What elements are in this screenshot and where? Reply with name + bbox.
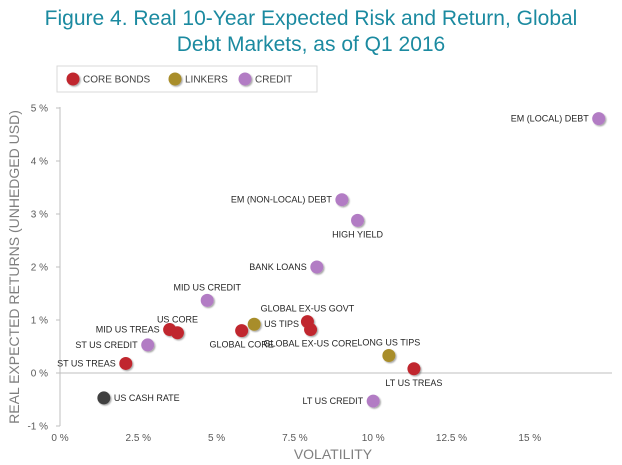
y-tick-label: 3 % bbox=[31, 210, 48, 221]
legend-label: CREDIT bbox=[255, 75, 292, 86]
legend-label: LINKERS bbox=[185, 75, 228, 86]
x-tick-label: 7.5 % bbox=[282, 433, 308, 444]
legend: CORE BONDS LINKERS CREDIT bbox=[56, 65, 318, 93]
data-point-label: ST US CREDIT bbox=[75, 340, 138, 350]
data-point-label: US TIPS bbox=[264, 319, 299, 329]
legend-box bbox=[56, 65, 318, 93]
data-point bbox=[407, 362, 421, 376]
x-tick-label: 12.5 % bbox=[436, 433, 467, 444]
data-point-label: MID US CREDIT bbox=[173, 282, 241, 292]
legend-label: CORE BONDS bbox=[83, 75, 151, 86]
x-axis-label: VOLATILITY bbox=[294, 446, 373, 462]
data-point bbox=[592, 112, 606, 126]
y-tick-label: 4 % bbox=[31, 157, 48, 168]
x-tick-label: 2.5 % bbox=[126, 433, 152, 444]
data-point-label: BANK LOANS bbox=[249, 262, 307, 272]
y-tick-label: 1 % bbox=[31, 316, 48, 327]
x-tick-label: 15 % bbox=[518, 433, 541, 444]
data-point-label: HIGH YIELD bbox=[332, 229, 383, 239]
data-point bbox=[382, 349, 396, 363]
data-point-label: LONG US TIPS bbox=[357, 338, 420, 348]
chart-title-line-2: Debt Markets, as of Q1 2016 bbox=[176, 33, 446, 56]
data-point-label: US CORE bbox=[157, 315, 198, 325]
data-point bbox=[335, 193, 349, 207]
legend-marker bbox=[66, 72, 80, 86]
y-tick-label: 2 % bbox=[31, 263, 48, 274]
data-point bbox=[200, 293, 214, 307]
data-point-label: LT US CREDIT bbox=[303, 396, 364, 406]
data-point-label: GLOBAL EX-US GOVT bbox=[261, 304, 355, 314]
y-axis-label: REAL EXPECTED RETURNS (UNHEDGED USD) bbox=[6, 110, 22, 424]
data-point-label: MID US TREAS bbox=[96, 325, 160, 335]
data-point-label: GLOBAL CORE bbox=[210, 340, 274, 350]
data-point bbox=[97, 391, 111, 405]
data-point bbox=[310, 260, 324, 274]
data-point bbox=[170, 326, 184, 340]
legend-marker bbox=[238, 72, 252, 86]
x-tick-label: 0 % bbox=[51, 433, 68, 444]
data-point bbox=[351, 213, 365, 227]
data-point bbox=[119, 356, 133, 370]
data-point-label: LT US TREAS bbox=[385, 378, 442, 388]
data-point bbox=[247, 317, 261, 331]
x-tick-label: 10 % bbox=[362, 433, 385, 444]
data-point bbox=[141, 338, 155, 352]
data-point-label: GLOBAL EX-US CORE bbox=[263, 339, 357, 349]
data-point bbox=[235, 324, 249, 338]
data-point bbox=[366, 394, 380, 408]
data-point-label: US CASH RATE bbox=[114, 393, 180, 403]
legend-marker bbox=[168, 72, 182, 86]
data-point-label: EM (NON-LOCAL) DEBT bbox=[231, 195, 333, 205]
chart-title-line-1: Figure 4. Real 10-Year Expected Risk and… bbox=[44, 7, 578, 30]
chart-title: Figure 4. Real 10-Year Expected Risk and… bbox=[0, 6, 622, 58]
data-point-label: ST US TREAS bbox=[57, 358, 116, 368]
y-tick-label: -1 % bbox=[27, 422, 48, 433]
data-point bbox=[304, 323, 318, 337]
data-point-label: EM (LOCAL) DEBT bbox=[511, 114, 590, 124]
x-tick-label: 5 % bbox=[208, 433, 225, 444]
y-tick-label: 5 % bbox=[31, 104, 48, 115]
y-tick-label: 0 % bbox=[31, 369, 48, 380]
